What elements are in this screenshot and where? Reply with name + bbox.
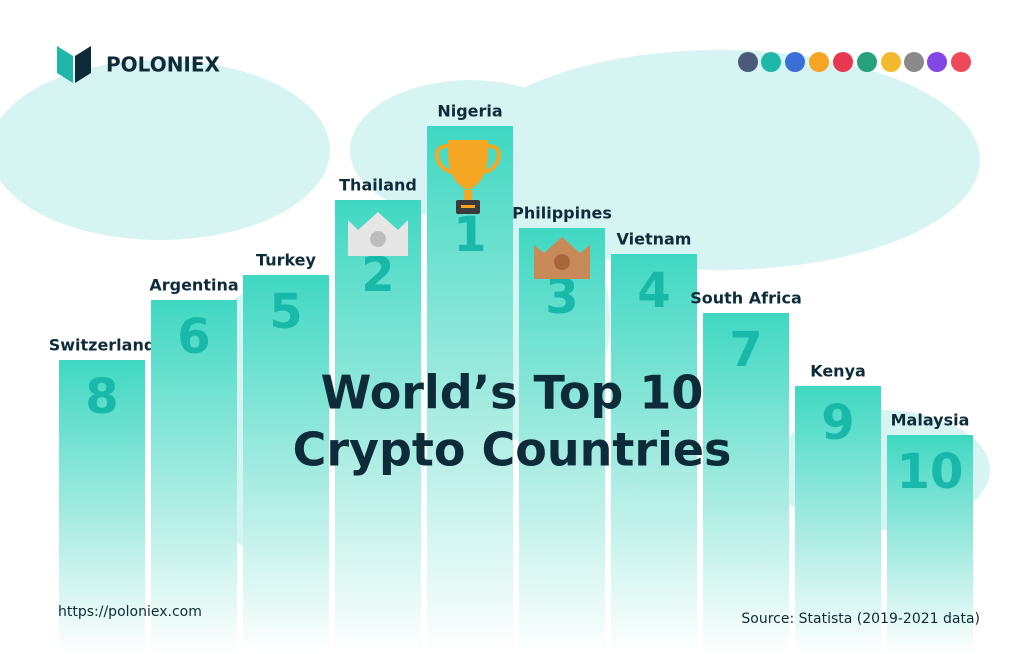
silver-crown [348, 212, 408, 256]
bar [243, 275, 329, 654]
bronze-crown [534, 237, 590, 279]
bar [59, 360, 145, 654]
bar [519, 228, 605, 654]
bars: Switzerland 8 Argentina 6 Turkey 5 Thailand 2 Ni… [49, 102, 973, 654]
country-name: South Africa [690, 289, 802, 308]
bar [887, 435, 973, 654]
bar [703, 313, 789, 654]
footer-url: https://poloniex.com [58, 604, 202, 620]
rank-number: 10 [897, 444, 964, 500]
bar [795, 386, 881, 654]
rank-number: 1 [453, 207, 486, 263]
country-name: Turkey [256, 251, 317, 270]
country-name: Switzerland [49, 336, 156, 355]
gold-trophy [435, 140, 501, 214]
country-name: Vietnam [617, 230, 692, 249]
rank-number: 4 [637, 263, 670, 319]
bar [335, 200, 421, 654]
country-name: Thailand [339, 176, 417, 195]
country-name: Nigeria [437, 102, 502, 121]
bar [611, 254, 697, 654]
brand: POLONIEX [106, 53, 221, 77]
rank-number: 7 [729, 322, 762, 378]
country-name: Philippines [512, 204, 612, 223]
rank-number: 2 [361, 247, 394, 303]
rank-number: 8 [85, 369, 118, 425]
rank-number: 9 [821, 395, 854, 451]
footer-source: Source: Statista (2019-2021 data) [741, 611, 980, 627]
bar [151, 300, 237, 654]
coin-icons [738, 52, 971, 72]
title-line: Crypto Countries [293, 423, 732, 477]
country-name: Kenya [810, 362, 866, 381]
rank-number: 5 [269, 284, 302, 340]
title-line: World’s Top 10 [321, 366, 704, 420]
rank-number: 6 [177, 309, 210, 365]
country-name: Argentina [149, 276, 238, 295]
logo: POLONIEX [57, 46, 221, 83]
country-name: Malaysia [891, 411, 970, 430]
